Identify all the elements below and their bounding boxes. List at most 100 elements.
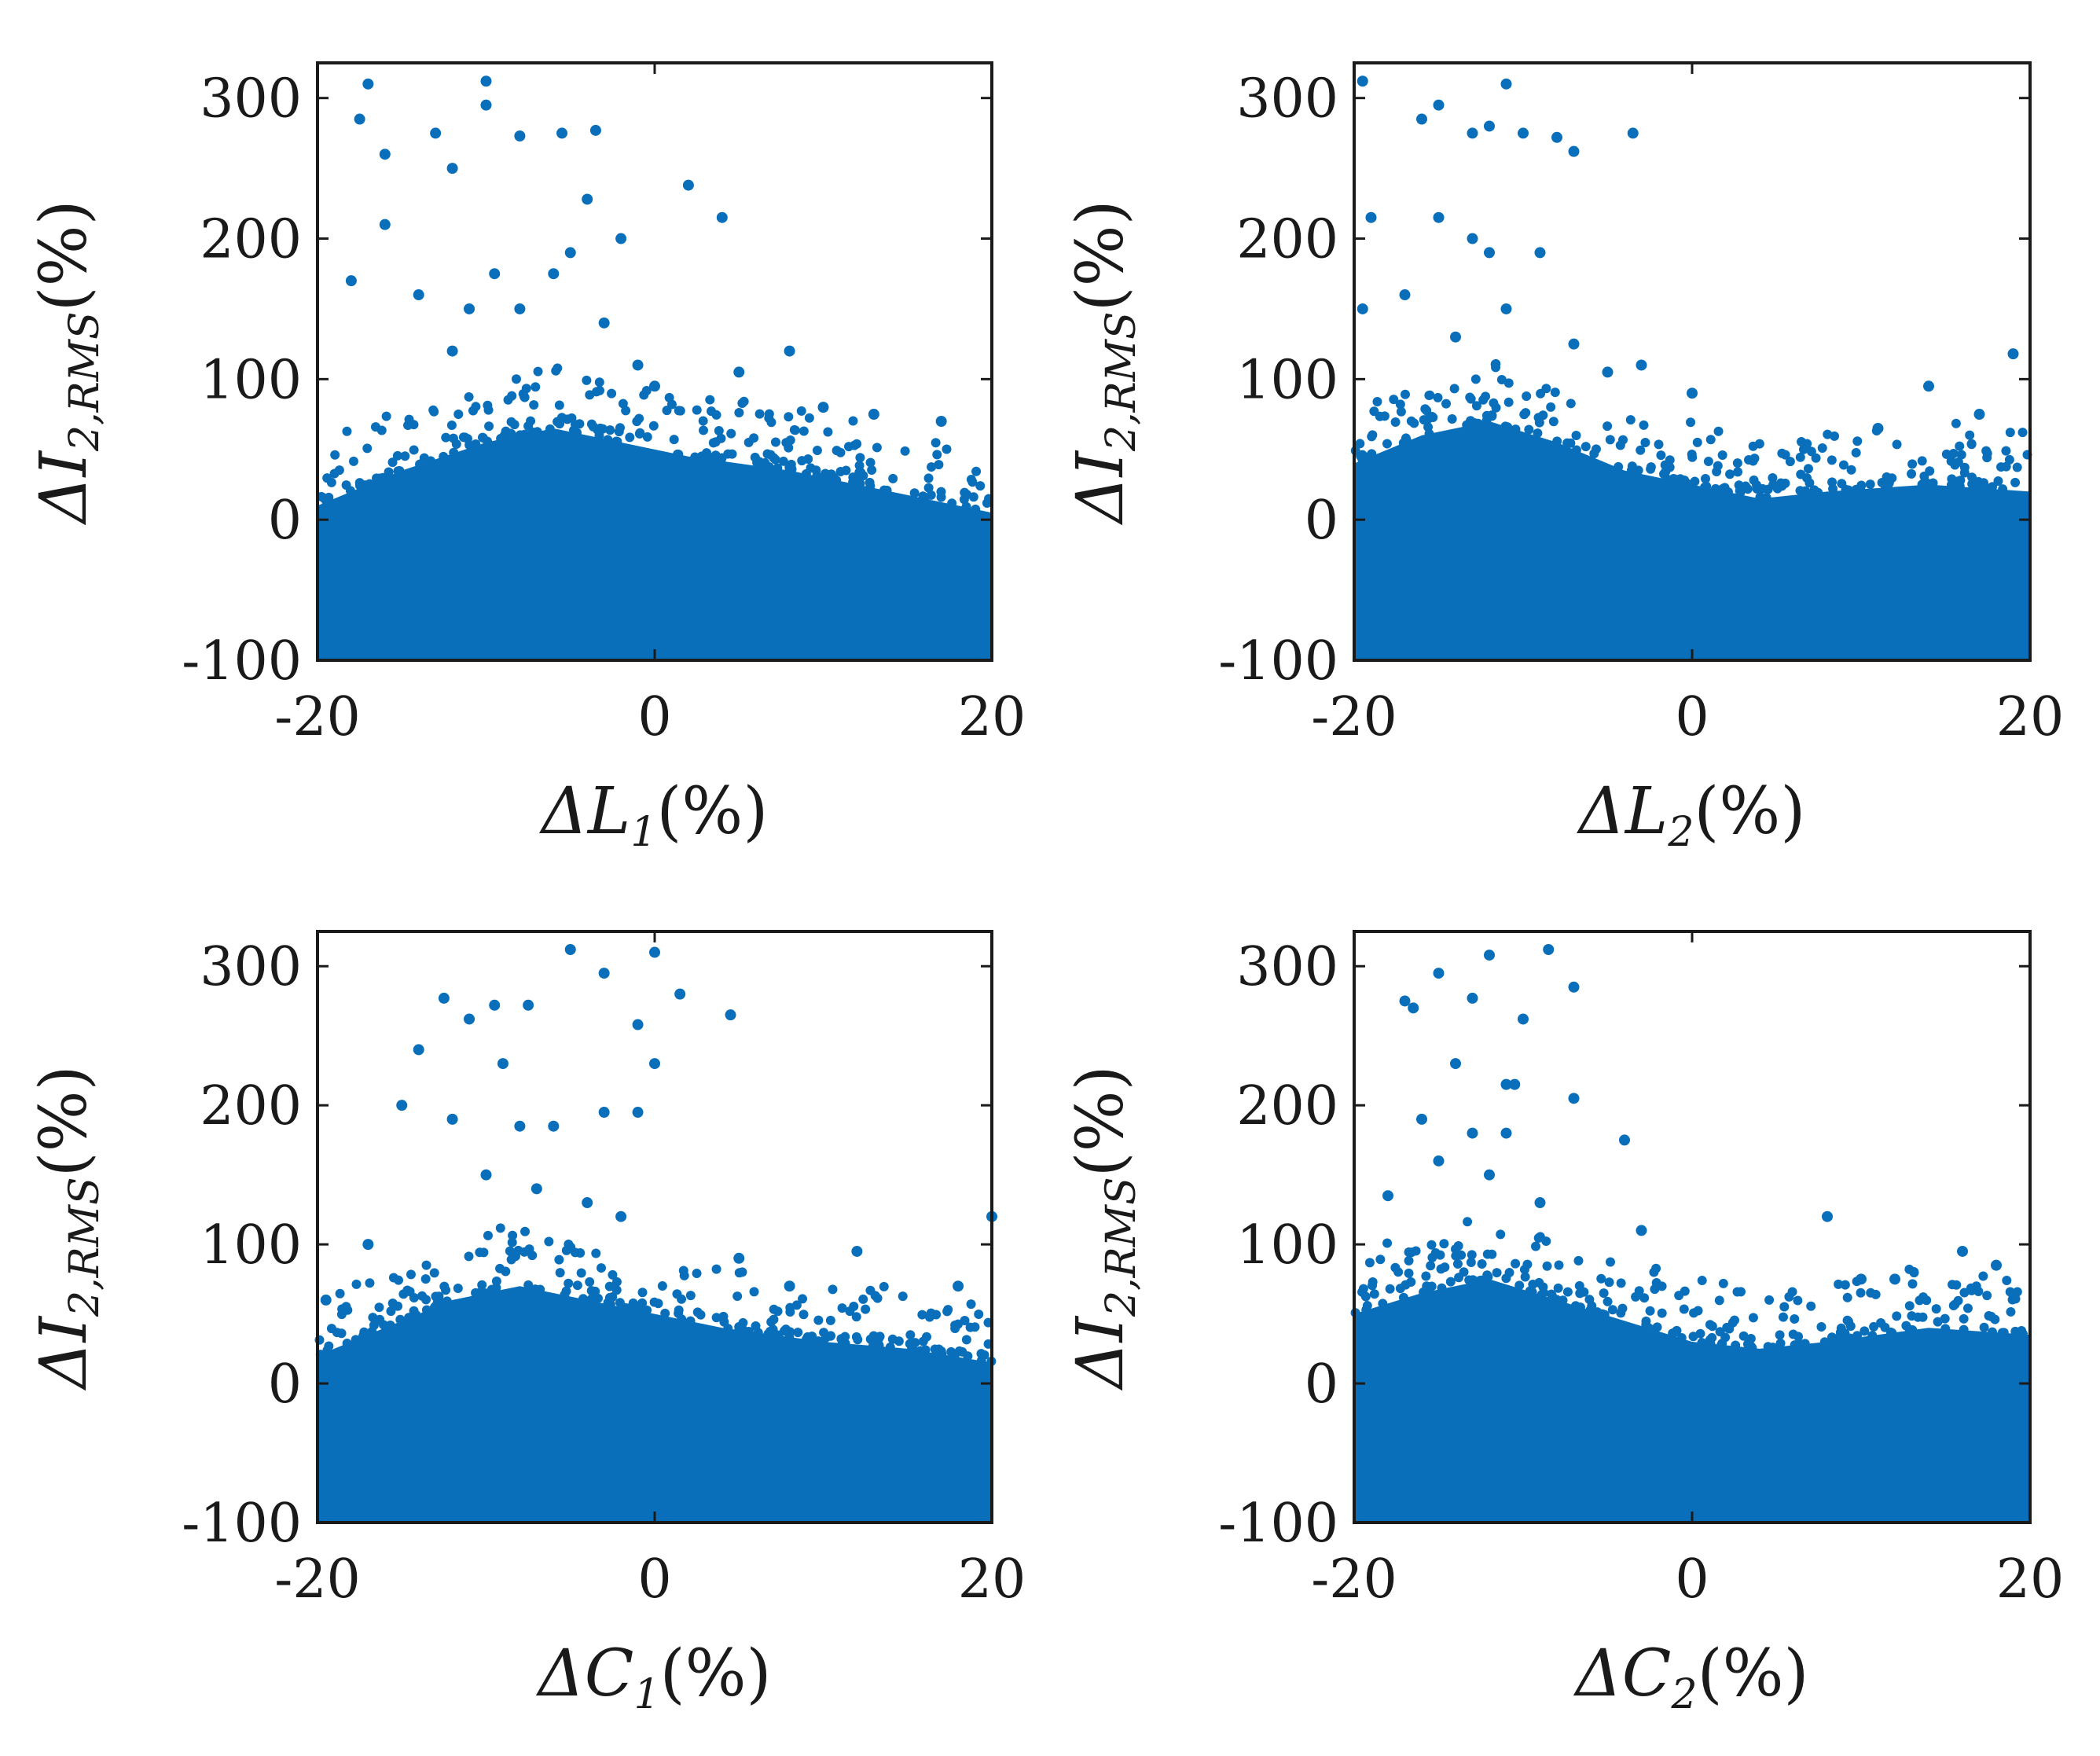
scatter-point [1364,1258,1375,1268]
scatter-point [1365,211,1377,223]
scatter-point [348,456,358,466]
scatter-point [632,359,644,371]
scatter-point [497,1058,508,1070]
x-axis-label: ΔC2(%) [1573,1637,1809,1718]
y-tick-label: 0 [1305,490,1338,552]
scatter-point [1845,1333,1856,1343]
scatter-point [1860,1326,1870,1336]
scatter-point [823,427,833,437]
scatter-point [480,99,492,111]
scatter-point [508,1230,518,1240]
y-axis-label: ΔI2,RMS(%) [27,1065,108,1390]
scatter-point [1795,452,1805,462]
scatter-point [706,406,716,417]
scatter-point [320,1294,332,1306]
scatter-point [738,1317,748,1328]
scatter-point [959,494,969,505]
scatter-point [1389,395,1399,405]
scatter-point [1800,1339,1810,1349]
scatter-point [497,434,508,444]
scatter-point [1979,478,1988,488]
scatter-point [1390,417,1401,428]
scatter-point [625,432,635,443]
scatter-point [1531,1241,1541,1251]
scatter-point [1907,1325,1918,1335]
scatter-point [813,1315,824,1325]
scatter-point [697,453,707,463]
scatter-point [1484,120,1495,132]
scatter-point [692,1269,702,1279]
scatter-point [1732,458,1742,468]
scatter-point [1705,1336,1715,1346]
scatter-point [726,428,736,439]
scatter-point [1574,1280,1584,1291]
scatter-point [598,1107,610,1119]
scatter-point [934,1344,944,1354]
scatter-point [544,1236,554,1247]
scatter-point [1811,453,1821,463]
scatter-point [406,1269,416,1280]
x-tick-label: 0 [1675,1548,1709,1611]
scatter-point [1887,1328,1897,1338]
scatter-point [1680,475,1690,485]
scatter-point [336,1328,347,1339]
scatter-point [1404,1255,1414,1266]
scatter-point [798,1294,808,1304]
scatter-point [374,1302,384,1313]
scatter-point [868,1340,878,1350]
scatter-point [381,411,391,421]
scatter-point [931,438,941,448]
scatter-point [575,419,585,429]
scatter-point [685,1291,696,1301]
scatter-point [1491,362,1501,373]
scatter-point [843,442,854,452]
scatter-point [464,1013,475,1025]
scatter-point [342,1338,352,1348]
scatter-point [1568,981,1580,993]
scatter-point [362,78,374,90]
scatter-point [1636,1225,1647,1236]
scatter-point [345,486,355,496]
scatter-point [575,1248,586,1258]
scatter-point [632,1019,644,1030]
scatter-point [1882,472,1892,482]
scatter-point [1552,436,1562,446]
scatter-point [446,1113,458,1125]
scatter-point [817,402,829,413]
scatter-point [923,483,934,493]
x-tick-label: -20 [274,686,361,748]
scatter-point [828,1284,838,1295]
scatter-point [351,1335,361,1345]
scatter-point [1725,469,1735,479]
x-tick-label: -20 [1311,1548,1397,1611]
scatter-point [872,443,882,453]
point-cluster [318,1286,992,1523]
scatter-point [861,1304,871,1314]
scatter-point [868,1331,879,1341]
scatter-point [564,1239,574,1249]
scatter-point [446,345,458,357]
scatter-point [922,1332,932,1342]
scatter-point [375,1314,385,1324]
scatter-point [334,465,344,476]
scatter-point [582,193,593,205]
scatter-point [591,1248,601,1258]
scatter-point [1851,447,1861,457]
scatter-point [1489,398,1499,408]
y-tick-label: 200 [1236,209,1338,271]
scatter-point [1470,374,1481,384]
x-axis-label: ΔL2(%) [1577,774,1806,856]
scatter-point [1399,289,1411,301]
scatter-point [598,968,610,979]
scatter-point [362,443,373,454]
scatter-point [1991,1259,2002,1271]
scatter-point [1398,438,1408,448]
scatter-point [1616,1278,1626,1288]
scatter-point [1477,1259,1487,1269]
scatter-point [868,409,879,421]
scatter-point [734,1268,744,1278]
scatter-point [392,450,402,461]
scatter-point [523,999,534,1011]
scatter-point [635,428,645,438]
scatter-point [1842,1292,1852,1302]
